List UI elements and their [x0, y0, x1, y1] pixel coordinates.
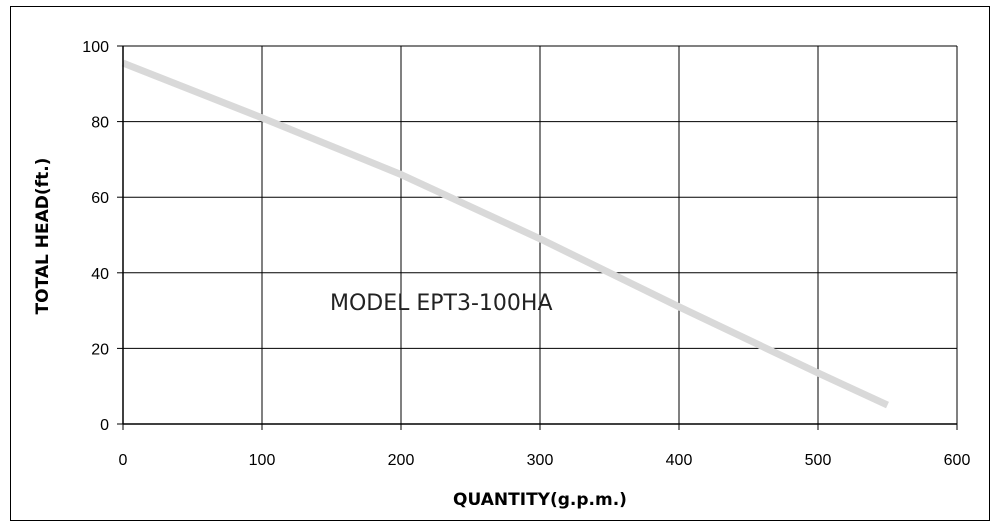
x-axis-title: QUANTITY(g.p.m.): [453, 490, 627, 510]
x-tick-label-0: 0: [119, 452, 128, 469]
axes: [117, 45, 958, 430]
chart-frame: [10, 6, 990, 521]
x-tick-label-200: 200: [388, 452, 415, 469]
tick-labels: 0 100 200 300 400 500 600 0 20 40 60 80 100: [82, 39, 970, 469]
x-tick-label-500: 500: [805, 452, 832, 469]
y-tick-label-100: 100: [82, 39, 109, 56]
y-tick-label-60: 60: [91, 190, 109, 207]
x-tick-label-600: 600: [944, 452, 971, 469]
x-tick-label-400: 400: [666, 452, 693, 469]
y-tick-label-40: 40: [91, 266, 109, 283]
y-tick-label-0: 0: [100, 417, 109, 434]
grid-lines: [123, 45, 958, 424]
y-axis-title: TOTAL HEAD(ft.): [33, 158, 53, 315]
series-line-0: [121, 59, 889, 409]
model-annotation: MODEL EPT3-100HA: [330, 291, 553, 316]
x-tick-label-300: 300: [527, 452, 554, 469]
y-tick-label-20: 20: [91, 341, 109, 358]
series-layer: [121, 59, 889, 409]
x-tick-label-100: 100: [249, 452, 276, 469]
y-tick-label-80: 80: [91, 115, 109, 132]
